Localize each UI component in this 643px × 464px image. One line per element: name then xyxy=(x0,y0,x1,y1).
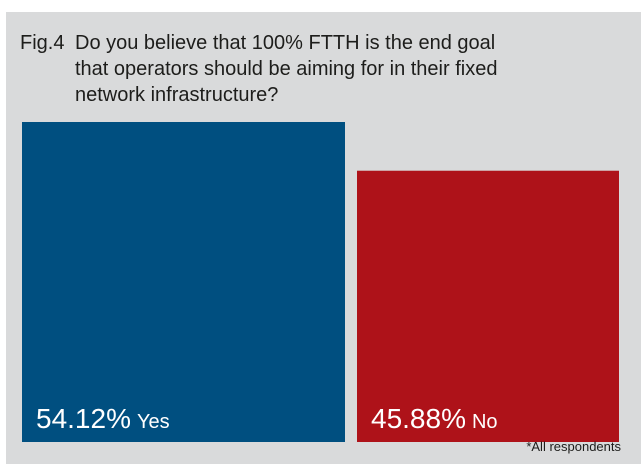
question-line-1: Do you believe that 100% FTTH is the end… xyxy=(75,32,496,54)
bar-label-yes: 54.12% Yes xyxy=(36,403,170,434)
bar-value-label: 54.12% xyxy=(36,403,131,434)
bar-category-label: Yes xyxy=(137,411,170,433)
bar-chart: 54.12% Yes 45.88% No xyxy=(22,122,619,442)
bar-no xyxy=(357,170,619,442)
footnote: *All respondents xyxy=(526,439,621,454)
bar-label-no: 45.88% No xyxy=(371,403,498,434)
question-line-2: that operators should be aiming for in t… xyxy=(75,58,498,80)
figure-panel: Fig.4 Do you believe that 100% FTTH is t… xyxy=(6,12,641,464)
figure-number: Fig.4 xyxy=(20,32,65,54)
bar-category-label: No xyxy=(472,411,498,433)
bar-value-label: 45.88% xyxy=(371,403,466,434)
figure-question: Do you believe that 100% FTTH is the end… xyxy=(75,30,615,108)
question-line-3: network infrastructure? xyxy=(75,84,279,106)
bar-yes xyxy=(22,122,345,442)
